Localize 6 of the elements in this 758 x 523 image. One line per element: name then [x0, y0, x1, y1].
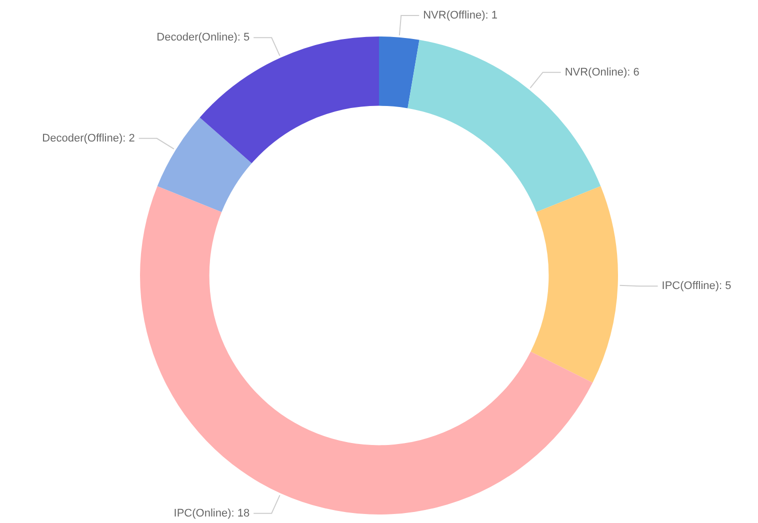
- slice-label: Decoder(Online): 5: [156, 32, 250, 44]
- slice-label: NVR(Offline): 1: [423, 9, 498, 22]
- slice-label: IPC(Online): 18: [174, 507, 250, 520]
- slice-label: Decoder(Offline): 2: [42, 132, 135, 144]
- slice-label: NVR(Online): 6: [564, 66, 640, 78]
- slice-label: IPC(Offline): 5: [662, 280, 732, 292]
